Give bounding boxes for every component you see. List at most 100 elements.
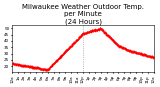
Point	[16, 64, 19, 65]
Point	[81, 32, 84, 34]
Point	[126, 49, 128, 50]
Point	[147, 55, 150, 56]
Point	[148, 55, 151, 56]
Point	[104, 33, 107, 34]
Point	[12, 63, 14, 64]
Point	[107, 35, 110, 37]
Point	[11, 63, 14, 64]
Point	[76, 39, 79, 40]
Point	[14, 63, 16, 65]
Point	[111, 39, 113, 40]
Point	[136, 53, 139, 54]
Point	[53, 63, 56, 64]
Point	[97, 28, 100, 29]
Point	[144, 54, 146, 55]
Point	[108, 36, 110, 37]
Point	[73, 41, 76, 43]
Point	[151, 56, 154, 58]
Point	[52, 63, 55, 64]
Point	[123, 48, 126, 49]
Point	[58, 57, 60, 59]
Point	[39, 68, 42, 70]
Point	[46, 69, 49, 71]
Point	[104, 32, 107, 33]
Point	[138, 52, 141, 54]
Point	[94, 30, 96, 31]
Point	[125, 49, 128, 51]
Point	[62, 54, 64, 55]
Point	[109, 37, 112, 39]
Point	[149, 56, 151, 57]
Point	[130, 51, 133, 52]
Point	[121, 47, 124, 48]
Point	[21, 65, 24, 66]
Point	[17, 64, 19, 65]
Point	[117, 45, 120, 46]
Point	[15, 64, 17, 65]
Point	[52, 63, 55, 64]
Point	[29, 66, 32, 68]
Point	[108, 36, 111, 38]
Point	[44, 69, 47, 71]
Point	[100, 28, 103, 29]
Point	[24, 65, 26, 66]
Point	[92, 30, 94, 32]
Point	[59, 56, 62, 57]
Point	[92, 29, 95, 31]
Point	[65, 51, 67, 52]
Point	[98, 29, 100, 30]
Point	[129, 51, 132, 52]
Point	[119, 46, 121, 48]
Point	[123, 47, 126, 49]
Point	[66, 49, 69, 51]
Point	[135, 52, 138, 53]
Point	[82, 33, 85, 34]
Point	[83, 33, 85, 34]
Point	[40, 69, 43, 70]
Point	[100, 29, 103, 30]
Point	[112, 40, 115, 41]
Point	[40, 68, 43, 70]
Point	[51, 64, 53, 65]
Point	[46, 70, 48, 71]
Point	[110, 38, 113, 39]
Point	[146, 55, 149, 57]
Point	[128, 50, 131, 51]
Point	[122, 47, 124, 48]
Point	[74, 41, 77, 42]
Point	[26, 66, 28, 67]
Point	[15, 64, 18, 66]
Point	[25, 65, 28, 67]
Point	[64, 52, 66, 53]
Point	[112, 39, 114, 41]
Point	[76, 39, 78, 41]
Point	[116, 44, 119, 46]
Point	[12, 64, 15, 65]
Point	[13, 64, 16, 65]
Point	[51, 64, 54, 65]
Point	[20, 65, 22, 66]
Point	[85, 32, 87, 34]
Point	[48, 68, 50, 69]
Point	[148, 56, 150, 57]
Point	[98, 29, 100, 30]
Point	[33, 67, 35, 69]
Point	[109, 37, 112, 39]
Point	[143, 54, 146, 56]
Point	[45, 69, 47, 70]
Point	[112, 41, 115, 42]
Point	[21, 65, 24, 66]
Point	[150, 57, 153, 58]
Point	[114, 42, 117, 43]
Point	[44, 69, 46, 70]
Point	[94, 29, 97, 30]
Point	[139, 54, 142, 55]
Point	[12, 64, 14, 65]
Point	[96, 29, 98, 30]
Point	[113, 41, 115, 42]
Point	[44, 69, 47, 71]
Point	[88, 30, 91, 32]
Point	[95, 29, 98, 30]
Point	[98, 29, 101, 30]
Point	[73, 41, 76, 43]
